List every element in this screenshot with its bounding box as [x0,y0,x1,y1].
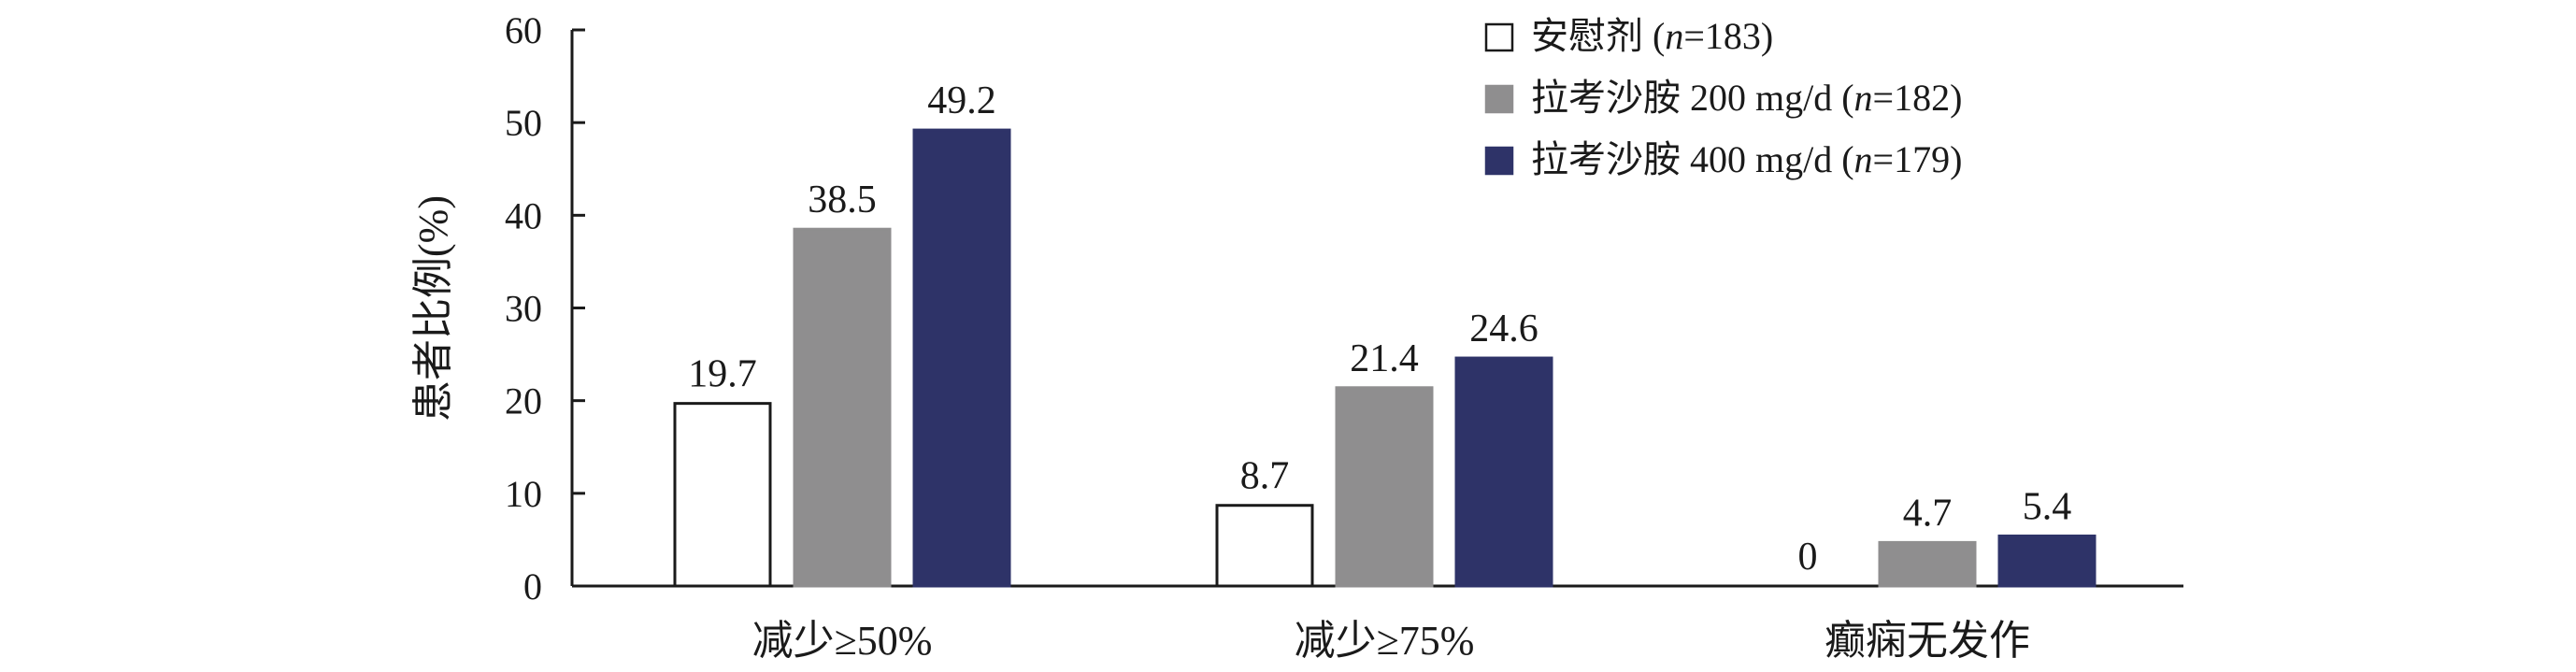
x-category-label: 减少≥50% [752,618,933,664]
y-tick-label: 10 [505,473,542,515]
legend-swatch [1484,84,1514,114]
bar-value-label: 24.6 [1469,307,1538,350]
bar [673,402,772,588]
bar-value-label: 8.7 [1240,455,1290,498]
x-category-label: 癫痫无发作 [1825,618,2030,664]
y-tick-label: 30 [505,288,542,330]
y-tick-label: 60 [505,9,542,51]
x-category-label: 减少≥75% [1295,618,1475,664]
y-tick-label: 50 [505,102,542,144]
chart-legend: 安慰剂 (n=183) 拉考沙胺 200 mg/d (n=182) 拉考沙胺 400… [1484,15,1962,180]
legend-entry: 安慰剂 (n=183) [1531,15,1773,57]
bar [1878,540,1977,588]
y-axis-ticks: 0 10 20 30 40 50 60 [505,9,585,608]
bar [1215,504,1314,588]
bar [793,227,892,588]
bar-value-label: 5.4 [2023,485,2072,528]
bar [1997,534,2097,588]
y-axis-title: 患者比例(%) [410,195,456,422]
bar [1335,386,1434,588]
legend-entry: 拉考沙胺 400 mg/d (n=179) [1531,138,1962,180]
bar [1454,356,1553,588]
y-tick-label: 40 [505,194,542,236]
bar [912,128,1011,588]
bar-value-label: 49.2 [927,79,996,122]
legend-entry: 拉考沙胺 200 mg/d (n=182) [1531,77,1962,119]
bar-value-label: 38.5 [808,179,877,222]
y-tick-label: 20 [505,380,542,422]
bar-value-label: 4.7 [1903,492,1953,535]
bar-value-labels: 19.7 38.5 49.2 8.7 21.4 24.6 0 4.7 5.4 [688,79,2071,579]
bar-value-label: 0 [1798,536,1818,579]
legend-swatch [1484,22,1514,52]
y-tick-label: 0 [523,565,542,608]
chart-bars [673,128,2097,588]
legend-swatch [1484,146,1514,176]
bar-value-label: 21.4 [1350,337,1419,380]
bar-value-label: 19.7 [688,353,757,396]
category-labels: 减少≥50% 减少≥75% 癫痫无发作 [752,618,2030,664]
